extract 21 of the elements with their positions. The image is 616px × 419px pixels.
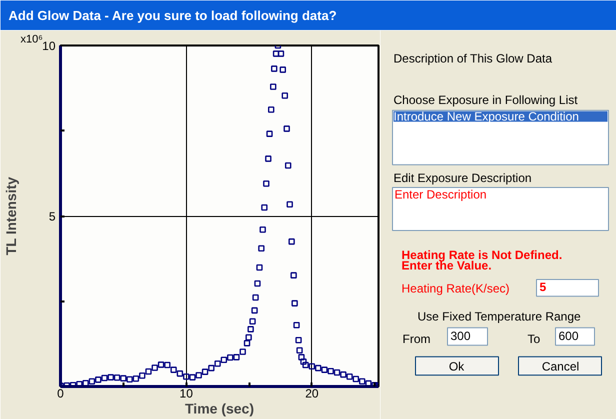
text: 5 <box>540 280 546 294</box>
text: Description of This Glow Data <box>394 52 552 66</box>
text: Introduce New Exposure Condition <box>394 110 579 124</box>
y-axis-title: TL Intensity <box>3 176 20 256</box>
text: Enter Description <box>394 188 487 202</box>
x-tick-label: 20 <box>305 386 319 400</box>
text: Cancel <box>542 359 580 374</box>
text: 600 <box>558 329 579 344</box>
x-axis-title: Time (sec) <box>185 400 254 416</box>
text: To <box>528 332 540 346</box>
text: 300 <box>450 329 471 344</box>
x-tick-label: 0 <box>57 386 64 400</box>
text: Heating Rate(K/sec) <box>402 281 510 296</box>
text: Ok <box>448 359 466 374</box>
text: x10⁶ <box>20 34 43 46</box>
text: From <box>402 332 430 346</box>
x-tick-label: 10 <box>180 386 194 400</box>
text: Add Glow Data - Are you sure to load following data? <box>8 8 337 23</box>
text: Edit Exposure Description <box>394 170 532 185</box>
text: Use Fixed Temperature Range <box>418 309 582 324</box>
text: Choose Exposure in Following List <box>394 92 578 107</box>
